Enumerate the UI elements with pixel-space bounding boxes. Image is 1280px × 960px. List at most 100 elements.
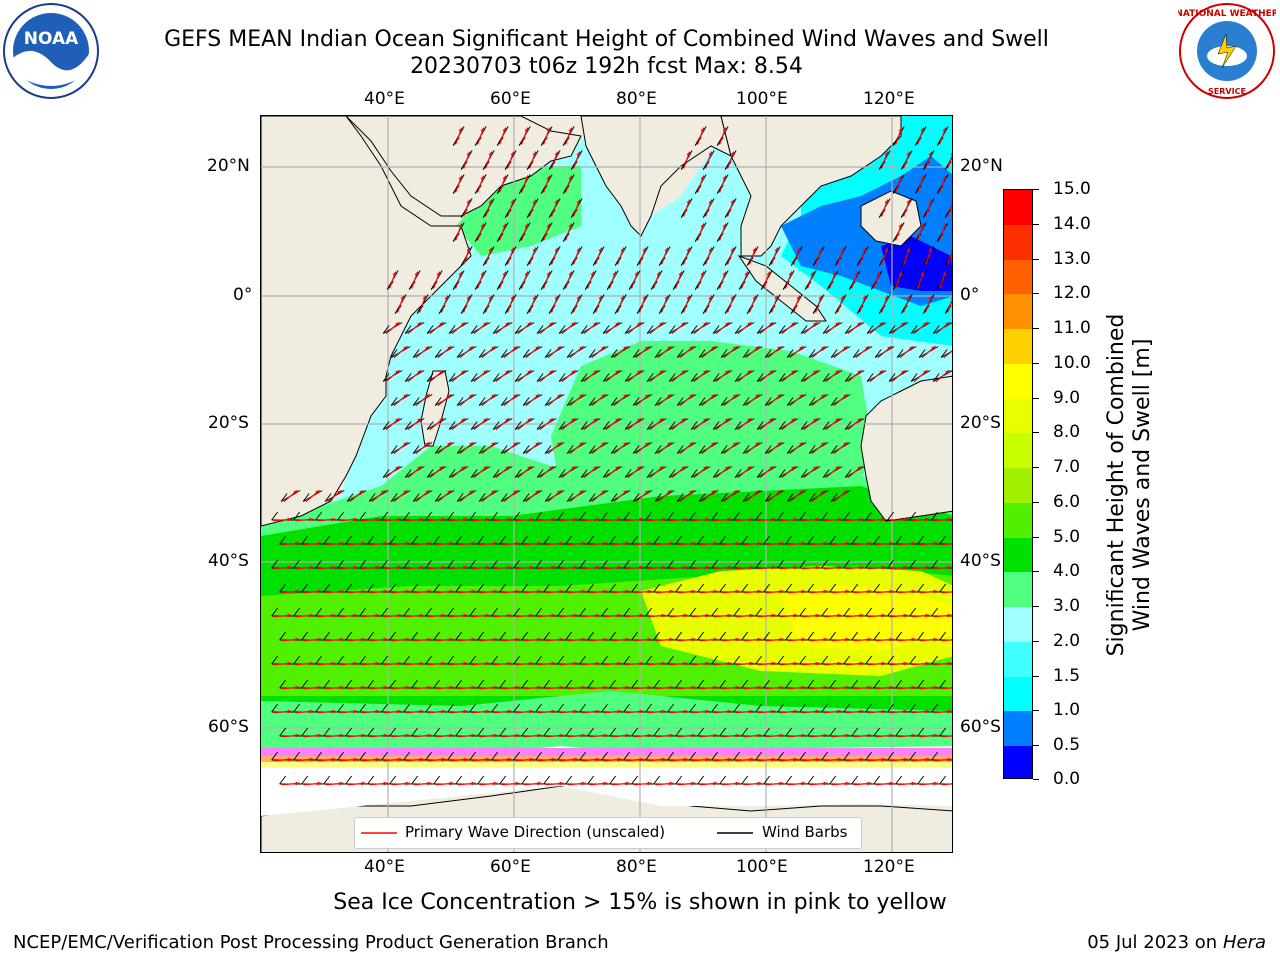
wind-barb-flag [514,325,522,334]
wave-arrow-head [867,637,872,642]
wind-barb-flag [821,703,829,713]
wind-barb-flag [733,751,741,761]
wind-barb-flag [873,535,881,545]
wind-barb-flag [521,727,529,737]
wave-arrow-head [708,199,713,204]
wind-barb-flag [602,469,610,478]
wave-arrow-head [639,565,644,570]
wave-arrow-head [507,565,512,570]
colorbar-tick-label: 1.0 [1053,700,1081,720]
wave-arrow-head [449,541,454,546]
wave-arrow-head [711,394,716,399]
wave-arrow-head [620,247,625,252]
wave-arrow-head [799,442,804,447]
wave-arrow-head [947,661,952,666]
wave-arrow-head [686,295,691,300]
wave-arrow-head [815,517,820,522]
wave-arrow-head [661,661,666,666]
wind-barb-flag [764,397,772,406]
wind-barb-flag [513,655,521,665]
wind-barb-flag [939,535,947,545]
wave-arrow-head [444,295,449,300]
wave-arrow-head [601,490,606,495]
wind-barb-flag [469,655,477,665]
wave-arrow-head [859,661,864,666]
wave-arrow-head [425,490,430,495]
wave-arrow-head [581,541,586,546]
wind-barb-flag [895,679,903,689]
colorbar-segment [1004,468,1032,503]
wave-arrow-head [441,613,446,618]
wind-barb-flag [632,445,640,454]
wind-barb-flag [403,559,411,569]
wave-arrow-head [813,370,818,375]
wave-arrow-head [884,199,889,204]
wave-arrow-head [529,661,534,666]
wave-arrow-head [637,322,642,327]
wave-arrow-head [546,271,551,276]
wave-arrow-head [422,295,427,300]
wind-barb-flag [697,727,705,737]
wind-barb-flag [785,727,793,737]
wave-arrow-head [889,637,894,642]
wave-arrow-head [417,418,422,423]
wind-barb-flag [389,679,397,689]
wind-barb-flag [558,469,566,478]
wave-arrow-head [744,271,749,276]
wind-barb-flag [711,655,719,665]
wind-barb-flag [491,559,499,569]
wind-barb-flag [382,421,390,430]
wave-arrow-head [791,466,796,471]
wave-arrow-head [449,685,454,690]
wind-barb-flag [667,751,675,761]
lat-tick-left: 0° [233,285,253,305]
wave-arrow-head [777,346,782,351]
wave-arrow-head [779,589,784,594]
wind-barb-flag [623,751,631,761]
wind-barb-flag [895,535,903,545]
wave-arrow-head [659,322,664,327]
wave-arrow-head [447,394,452,399]
wind-barb-flag [609,679,617,689]
wave-arrow-head [466,151,471,156]
wind-barb-flag [690,325,698,334]
wave-arrow-head [485,613,490,618]
wave-arrow-head [581,685,586,690]
wave-arrow-head [911,685,916,690]
wave-arrow-head [669,541,674,546]
wave-arrow-head [488,151,493,156]
wind-barb-flag [844,325,852,334]
wind-barb-flag [403,751,411,761]
wave-arrow-head [546,127,551,132]
wave-arrow-head [515,733,520,738]
wave-arrow-head [757,589,762,594]
wave-arrow-head [447,490,452,495]
wind-barb-flag [609,775,617,785]
wave-arrow-head [515,685,520,690]
wave-arrow-head [617,757,622,762]
wave-arrow-head [659,370,664,375]
wave-arrow-head [315,490,320,495]
wave-arrow-head [823,781,828,786]
wind-barb-flag [786,445,794,454]
wind-barb-flag [829,679,837,689]
wind-barb-flag [931,607,939,617]
wind-barb-flag [632,397,640,406]
wind-barb-flag [492,421,500,430]
wave-arrow-head [491,346,496,351]
wave-arrow-head [331,613,336,618]
wave-arrow-head [439,322,444,327]
wind-barb-flag [403,703,411,713]
wave-arrow-head [667,394,672,399]
wave-arrow-head [571,322,576,327]
wave-arrow-head [705,565,710,570]
wave-arrow-head [287,757,292,762]
wind-barb-flag [851,679,859,689]
wind-barb-flag [646,421,654,430]
wind-barb-flag [653,775,661,785]
wind-barb-flag [676,397,684,406]
wind-barb-flag [580,373,588,382]
wind-barb-flag [359,751,367,761]
wave-arrow-head [353,565,358,570]
wave-arrow-head [725,322,730,327]
